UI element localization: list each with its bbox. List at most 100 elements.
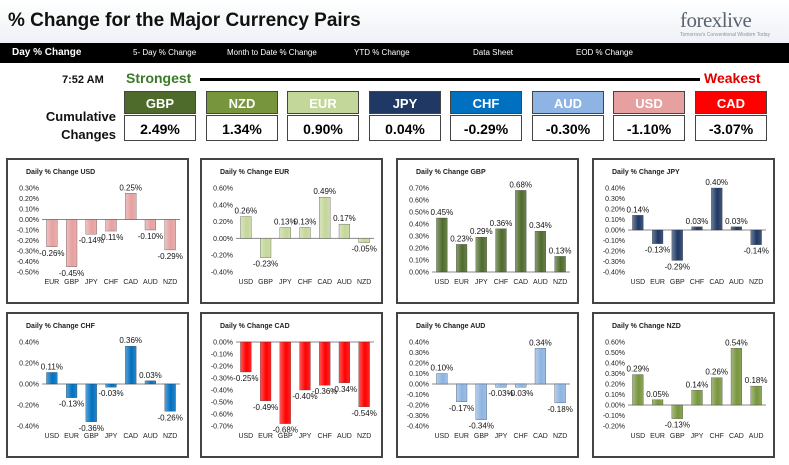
data-label: -0.14% xyxy=(79,236,104,245)
x-tick-label: JPY xyxy=(475,279,488,286)
data-label: 0.03% xyxy=(686,217,709,226)
y-tick-label: 0.40% xyxy=(409,222,429,229)
x-tick-label: AUD xyxy=(729,279,744,286)
y-tick-label: 0.00% xyxy=(605,228,625,235)
data-label: -0.18% xyxy=(547,405,572,414)
nav-ytd-change[interactable]: YTD % Change xyxy=(354,48,410,57)
bar-aud xyxy=(144,219,156,231)
logo-tagline: Tomorrow's Conventional Wisdom Today xyxy=(680,32,771,38)
nav-day-change[interactable]: Day % Change xyxy=(12,47,82,58)
chart-panel-chf: Daily % Change CHF 0.40% 0.20% 0.00% -0.20% -… xyxy=(6,312,189,458)
currency-tile-jpy: JPY xyxy=(369,91,441,114)
x-tick-label: USD xyxy=(238,433,253,440)
data-label: -0.40% xyxy=(292,392,317,401)
y-tick-label: 0.10% xyxy=(605,392,625,399)
data-label: -0.34% xyxy=(469,422,494,431)
bar-aud xyxy=(338,223,350,239)
cumulative-label-line2: Changes xyxy=(61,127,116,142)
nav-eod-change[interactable]: EOD % Change xyxy=(576,48,633,57)
bar-nzd xyxy=(164,383,176,412)
bar-gbp xyxy=(279,341,291,424)
y-tick-label: 0.20% xyxy=(213,219,233,226)
data-label: 0.45% xyxy=(431,208,454,217)
y-tick-label: -0.40% xyxy=(17,259,39,266)
data-label: -0.03% xyxy=(488,389,513,398)
y-tick-label: 0.00% xyxy=(19,382,39,389)
data-label: 0.18% xyxy=(745,376,768,385)
bar-usd xyxy=(632,215,644,231)
y-tick-label: -0.30% xyxy=(17,249,39,256)
bar-usd xyxy=(632,374,644,406)
y-tick-label: 0.00% xyxy=(605,403,625,410)
nav-data-sheet[interactable]: Data Sheet xyxy=(473,48,514,57)
bar-chf xyxy=(495,228,507,273)
chart-panel-gbp: Daily % Change GBP 0.70% 0.60% 0.50% 0.40% 0.… xyxy=(396,158,579,304)
forexlive-logo[interactable]: forexlive Tomorrow's Conventional Wisdom… xyxy=(672,7,780,39)
y-tick-label: 0.30% xyxy=(605,196,625,203)
x-tick-label: EUR xyxy=(454,433,469,440)
data-label: 0.17% xyxy=(333,214,356,223)
chart-title: Daily % Change NZD xyxy=(612,323,681,330)
y-tick-label: -0.70% xyxy=(211,424,233,431)
chart-title: Daily % Change JPY xyxy=(612,169,680,176)
x-tick-label: GBP xyxy=(258,279,273,286)
currency-value-aud: -0.30% xyxy=(532,115,604,141)
x-tick-label: CAD xyxy=(513,279,528,286)
bar-nzd xyxy=(554,256,566,273)
x-tick-label: CHF xyxy=(514,433,528,440)
data-label: -0.03% xyxy=(508,389,533,398)
y-tick-label: 0.10% xyxy=(19,207,39,214)
bar-jpy xyxy=(299,341,311,391)
y-tick-label: 0.30% xyxy=(409,350,429,357)
y-tick-label: 0.40% xyxy=(213,202,233,209)
y-tick-label: 0.40% xyxy=(409,340,429,347)
x-tick-label: NZD xyxy=(553,433,567,440)
data-label: 0.68% xyxy=(509,180,532,189)
bar-usd xyxy=(436,373,448,385)
currency-value-gbp: 2.49% xyxy=(124,115,196,141)
y-tick-label: -0.20% xyxy=(17,238,39,245)
data-label: 0.26% xyxy=(235,207,258,216)
cumulative-changes-label: Cumulative Changes xyxy=(40,108,116,144)
data-label: 0.54% xyxy=(725,338,748,347)
x-tick-label: NZD xyxy=(553,279,567,286)
y-tick-label: -0.60% xyxy=(211,412,233,419)
x-tick-label: AUD xyxy=(337,433,352,440)
bar-gbp xyxy=(475,383,487,420)
nav-month-to-date-change[interactable]: Month to Date % Change xyxy=(227,48,317,57)
chart-eur: Daily % Change EUR 0.60% 0.40% 0.20% 0.00% -0… xyxy=(211,169,377,286)
bar-chf xyxy=(105,219,117,232)
x-tick-label: CAD xyxy=(533,433,548,440)
data-label: -0.13% xyxy=(645,246,670,255)
y-tick-label: 0.50% xyxy=(409,210,429,217)
y-tick-label: -0.20% xyxy=(603,424,625,431)
chart-panel-nzd: Daily % Change NZD 0.60% 0.50% 0.40% 0.30% 0.… xyxy=(592,312,775,458)
y-tick-label: 0.30% xyxy=(409,234,429,241)
currency-tile-cad: CAD xyxy=(695,91,767,114)
y-tick-label: -0.10% xyxy=(407,392,429,399)
x-tick-label: CHF xyxy=(104,279,118,286)
x-tick-label: GBP xyxy=(84,433,99,440)
y-tick-label: 0.10% xyxy=(409,371,429,378)
chart-chf: Daily % Change CHF 0.40% 0.20% 0.00% -0.20% -… xyxy=(17,323,183,440)
data-label: 0.36% xyxy=(119,336,142,345)
strength-scale-line xyxy=(200,78,700,81)
bar-cad xyxy=(125,346,137,385)
currency-tile-gbp: GBP xyxy=(124,91,196,114)
bar-aud xyxy=(338,341,350,383)
data-label: -0.36% xyxy=(312,387,337,396)
timestamp: 7:52 AM xyxy=(62,74,104,86)
y-tick-label: -0.50% xyxy=(17,270,39,277)
data-label: 0.05% xyxy=(646,390,669,399)
nav-5day-change[interactable]: 5- Day % Change xyxy=(133,48,197,57)
x-tick-label: USD xyxy=(630,279,645,286)
currency-value-usd: -1.10% xyxy=(613,115,685,141)
chart-usd: Daily % Change USD 0.30% 0.20% 0.10% 0.00% -0… xyxy=(17,169,183,286)
y-tick-label: 0.10% xyxy=(605,217,625,224)
y-tick-label: 0.00% xyxy=(409,382,429,389)
y-tick-label: -0.30% xyxy=(603,259,625,266)
data-label: 0.10% xyxy=(431,364,454,373)
bar-eur xyxy=(260,341,272,401)
y-tick-label: 0.40% xyxy=(605,186,625,193)
y-tick-label: -0.30% xyxy=(407,413,429,420)
